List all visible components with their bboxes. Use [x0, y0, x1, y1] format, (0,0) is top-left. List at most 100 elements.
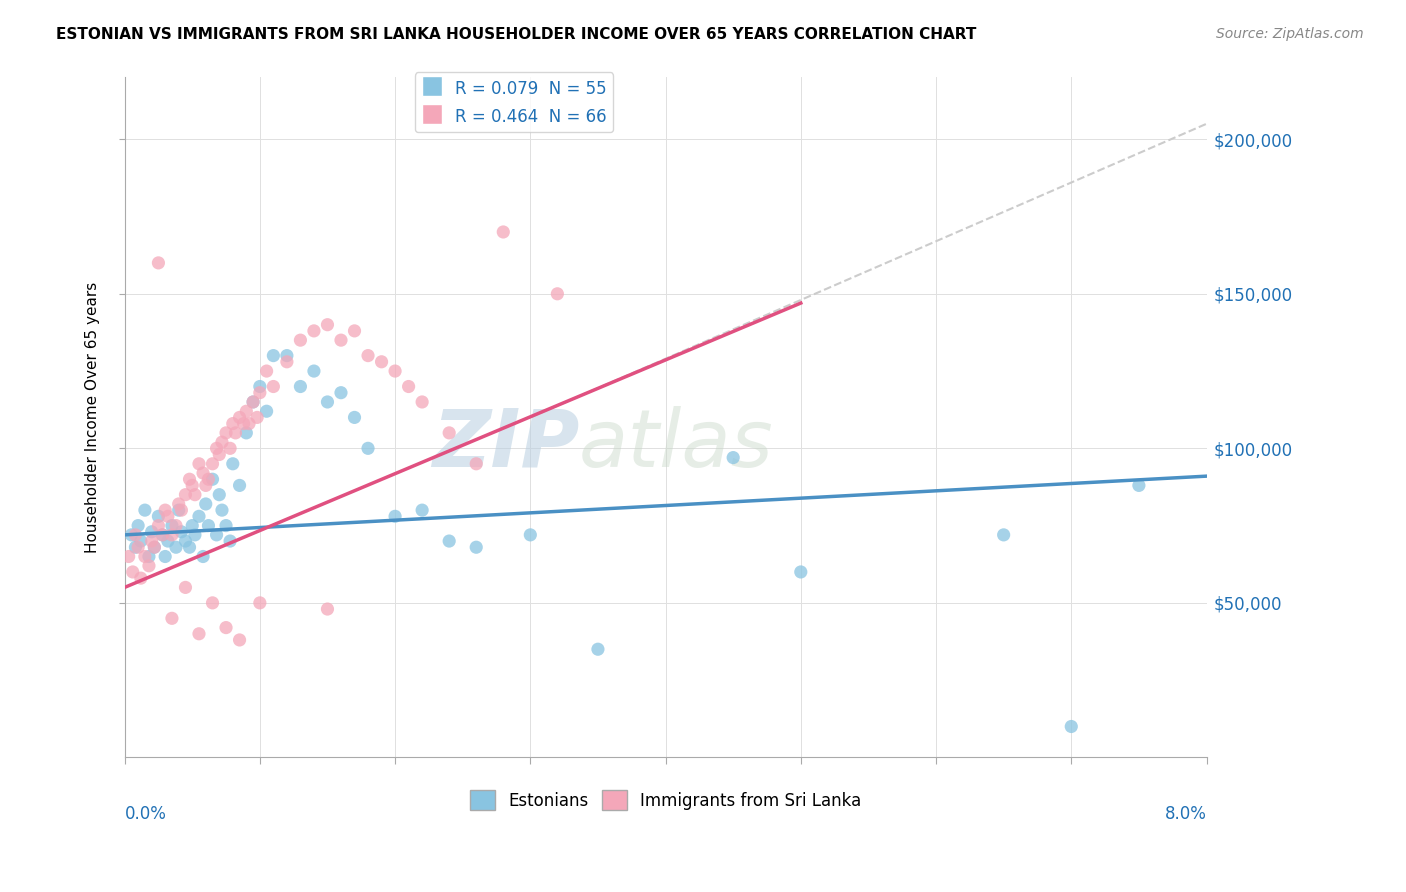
Point — [228, 410, 250, 425]
Point — [302, 364, 325, 378]
Point — [208, 488, 231, 502]
Point — [215, 621, 238, 635]
Point — [194, 478, 217, 492]
Point — [129, 571, 152, 585]
Point — [357, 349, 380, 363]
Point — [235, 404, 257, 418]
Point — [174, 534, 197, 549]
Point — [181, 478, 204, 492]
Point — [191, 466, 214, 480]
Point — [586, 642, 609, 657]
Point — [121, 565, 143, 579]
Text: 0.0%: 0.0% — [125, 805, 166, 823]
Point — [276, 355, 298, 369]
Point — [302, 324, 325, 338]
Point — [153, 503, 176, 517]
Point — [138, 549, 160, 564]
Point — [228, 478, 250, 492]
Point — [211, 435, 233, 450]
Point — [127, 518, 149, 533]
Point — [124, 528, 146, 542]
Point — [222, 457, 245, 471]
Point — [184, 488, 207, 502]
Point — [174, 488, 197, 502]
Point — [156, 509, 179, 524]
Point — [519, 528, 541, 542]
Point — [1060, 719, 1083, 733]
Point — [222, 417, 245, 431]
Point — [148, 518, 170, 533]
Point — [134, 503, 156, 517]
Point — [188, 457, 211, 471]
Point — [129, 534, 152, 549]
Point — [152, 528, 174, 542]
Point — [141, 534, 163, 549]
Point — [398, 379, 420, 393]
Point — [160, 528, 183, 542]
Point — [256, 404, 278, 418]
Point — [120, 528, 142, 542]
Point — [160, 518, 183, 533]
Point — [174, 581, 197, 595]
Point — [165, 518, 187, 533]
Point — [246, 410, 269, 425]
Point — [235, 425, 257, 440]
Point — [330, 385, 353, 400]
Point — [197, 472, 219, 486]
Point — [249, 379, 271, 393]
Point — [167, 503, 190, 517]
Point — [205, 528, 228, 542]
Point — [276, 349, 298, 363]
Point — [437, 425, 460, 440]
Point — [411, 503, 433, 517]
Point — [492, 225, 515, 239]
Text: 8.0%: 8.0% — [1164, 805, 1206, 823]
Point — [219, 534, 242, 549]
Point — [197, 518, 219, 533]
Point — [219, 442, 242, 456]
Point — [215, 518, 238, 533]
Point — [156, 534, 179, 549]
Point — [290, 333, 312, 347]
Point — [249, 596, 271, 610]
Point — [215, 425, 238, 440]
Point — [232, 417, 254, 431]
Point — [188, 509, 211, 524]
Point — [143, 540, 166, 554]
Point — [370, 355, 392, 369]
Point — [124, 540, 146, 554]
Y-axis label: Householder Income Over 65 years: Householder Income Over 65 years — [86, 282, 100, 553]
Point — [208, 448, 231, 462]
Point — [238, 417, 260, 431]
Point — [148, 256, 170, 270]
Point — [165, 540, 187, 554]
Text: Source: ZipAtlas.com: Source: ZipAtlas.com — [1216, 27, 1364, 41]
Point — [167, 497, 190, 511]
Point — [143, 540, 166, 554]
Point — [316, 318, 339, 332]
Point — [224, 425, 246, 440]
Point — [290, 379, 312, 393]
Point — [465, 540, 488, 554]
Point — [153, 549, 176, 564]
Point — [152, 528, 174, 542]
Point — [993, 528, 1015, 542]
Point — [330, 333, 353, 347]
Legend: Estonians, Immigrants from Sri Lanka: Estonians, Immigrants from Sri Lanka — [463, 783, 868, 817]
Point — [160, 611, 183, 625]
Point — [316, 602, 339, 616]
Point — [343, 324, 366, 338]
Point — [201, 457, 224, 471]
Point — [1128, 478, 1150, 492]
Point — [184, 528, 207, 542]
Point — [790, 565, 813, 579]
Text: ZIP: ZIP — [432, 406, 579, 483]
Point — [201, 472, 224, 486]
Point — [242, 395, 264, 409]
Point — [170, 503, 193, 517]
Point — [384, 509, 406, 524]
Point — [188, 627, 211, 641]
Point — [384, 364, 406, 378]
Text: atlas: atlas — [579, 406, 773, 483]
Point — [343, 410, 366, 425]
